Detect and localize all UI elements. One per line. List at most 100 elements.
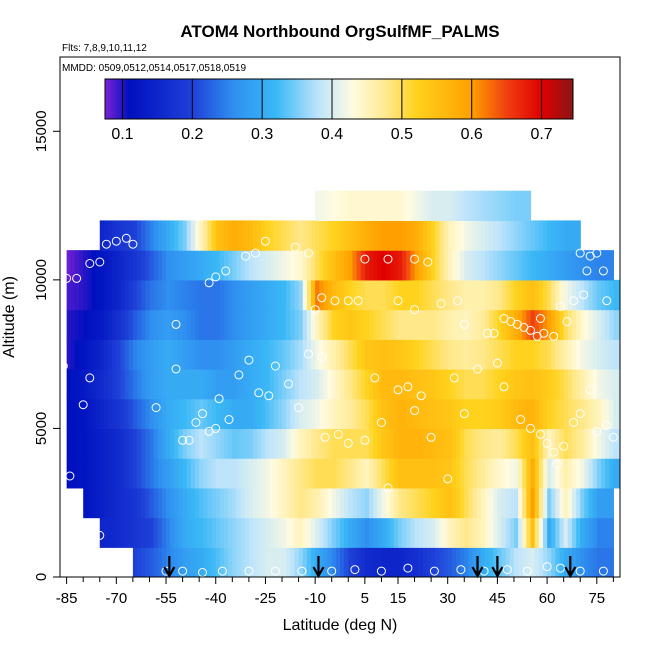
heatmap-cell xyxy=(128,309,134,340)
heatmap-cell xyxy=(605,309,610,340)
heatmap-cell xyxy=(622,339,627,369)
heatmap-cell xyxy=(99,309,105,340)
heatmap-cell xyxy=(132,547,138,577)
heatmap-cell xyxy=(87,250,93,281)
heatmap-cell xyxy=(240,517,246,548)
data-point xyxy=(376,418,386,427)
heatmap-cell xyxy=(157,487,163,519)
heatmap-cell xyxy=(559,309,565,340)
heatmap-cell xyxy=(302,309,308,340)
heatmap-cell xyxy=(447,517,453,548)
heatmap-cell xyxy=(509,487,515,519)
heatmap-cell xyxy=(302,279,308,311)
heatmap-cell xyxy=(70,339,76,370)
heatmap-cell xyxy=(112,517,117,548)
heatmap-cell xyxy=(609,487,614,519)
heatmap-cell xyxy=(294,458,300,489)
heatmap-cell xyxy=(489,547,494,577)
heatmap-cell xyxy=(174,279,180,311)
heatmap-cell xyxy=(538,398,544,430)
heatmap-cell xyxy=(501,220,507,251)
heatmap-cell xyxy=(476,339,482,370)
heatmap-cell xyxy=(385,220,391,251)
heatmap-cell xyxy=(526,190,532,222)
data-point xyxy=(121,233,131,243)
heatmap-cell xyxy=(547,398,552,430)
heatmap-cell xyxy=(422,339,428,370)
heatmap-cell xyxy=(161,220,167,251)
heatmap-cell xyxy=(522,547,527,577)
heatmap-cell xyxy=(609,428,614,459)
data-point xyxy=(473,364,482,374)
heatmap-cell xyxy=(377,547,383,577)
heatmap-cell xyxy=(207,428,213,459)
heatmap-cell xyxy=(298,398,304,430)
heatmap-cell xyxy=(435,339,441,370)
heatmap-cell xyxy=(265,309,271,340)
heatmap-cell xyxy=(476,309,482,340)
heatmap-cell xyxy=(571,428,577,459)
heatmap-cell xyxy=(248,279,254,311)
heatmap-cell xyxy=(186,250,192,281)
heatmap-cell xyxy=(567,220,573,251)
data-point xyxy=(234,370,244,380)
data-point xyxy=(489,328,499,338)
heatmap-cell xyxy=(319,517,325,548)
heatmap-cell xyxy=(505,398,511,430)
heatmap-cell xyxy=(563,339,569,370)
heatmap-cell xyxy=(518,517,523,548)
heatmap-cell xyxy=(393,250,399,281)
heatmap-cell xyxy=(397,517,403,548)
flight-arrow xyxy=(491,556,504,579)
heatmap-cell xyxy=(435,279,441,311)
heatmap-cell xyxy=(248,250,254,281)
heatmap-cell xyxy=(526,220,532,251)
heatmap-cell xyxy=(493,309,498,340)
heatmap-cell xyxy=(480,547,486,577)
heatmap-cell xyxy=(563,517,569,548)
heatmap-cell xyxy=(83,279,88,311)
heatmap-cell xyxy=(402,309,407,340)
heatmap-cell xyxy=(240,369,246,400)
heatmap-cell xyxy=(493,369,498,400)
heatmap-cell xyxy=(199,428,204,459)
heatmap-cell xyxy=(207,517,213,548)
heatmap-cell xyxy=(203,398,209,430)
heatmap-cell xyxy=(406,517,412,548)
heatmap-cell xyxy=(613,309,619,340)
heatmap-cell xyxy=(567,458,573,489)
heatmap-cell xyxy=(385,458,391,489)
heatmap-cell xyxy=(551,487,556,519)
heatmap-cell xyxy=(489,339,494,370)
heatmap-cell xyxy=(327,487,333,519)
heatmap-cell xyxy=(447,279,453,311)
heatmap-cell xyxy=(534,428,540,459)
heatmap-cell xyxy=(389,190,395,222)
heatmap-cell xyxy=(219,398,225,430)
heatmap-cell xyxy=(306,220,312,251)
heatmap-cell xyxy=(584,398,590,430)
heatmap-cell xyxy=(397,309,403,340)
heatmap-cell xyxy=(219,547,225,577)
heatmap-cell xyxy=(377,220,383,251)
heatmap-cell xyxy=(435,309,441,340)
heatmap-cell xyxy=(600,547,606,577)
data-point xyxy=(317,352,327,362)
heatmap-cell xyxy=(439,220,445,251)
heatmap-cell xyxy=(439,250,445,281)
heatmap-cell xyxy=(95,279,101,311)
heatmap-cell xyxy=(352,517,358,548)
heatmap-cell xyxy=(538,487,544,519)
heatmap-cell xyxy=(215,339,221,370)
flights-subtitle: Flts: 7,8,9,10,11,12 xyxy=(62,43,147,54)
heatmap-cell xyxy=(497,547,503,577)
heatmap-cell xyxy=(120,279,126,311)
heatmap-cell xyxy=(161,279,167,311)
heatmap-cell xyxy=(253,517,258,548)
heatmap-cell xyxy=(232,487,238,519)
heatmap-cell xyxy=(319,398,325,430)
heatmap-cell xyxy=(182,309,188,340)
heatmap-cell xyxy=(476,458,482,489)
heatmap-cell xyxy=(207,250,213,281)
heatmap-cell xyxy=(592,547,598,577)
